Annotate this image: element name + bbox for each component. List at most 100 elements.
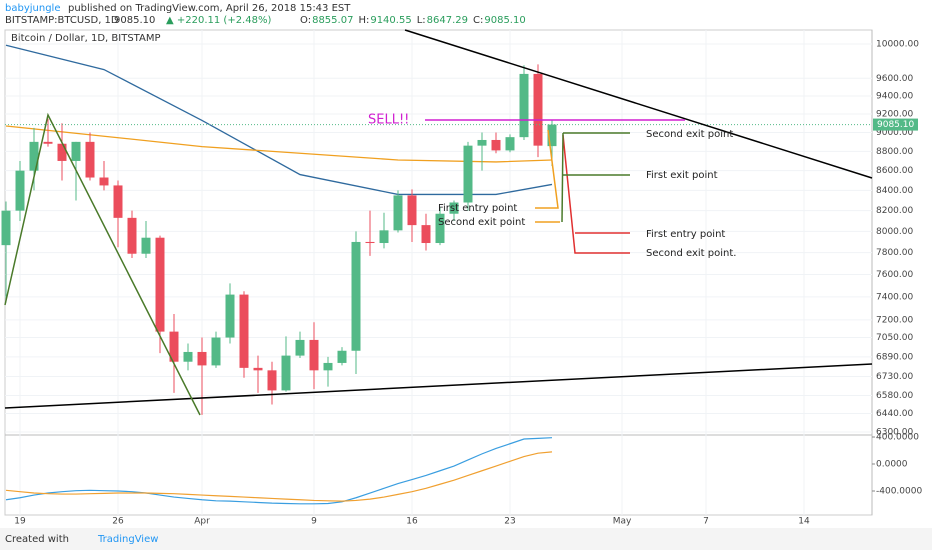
annotation: Second exit point [438, 217, 525, 228]
drawings [4, 29, 873, 416]
y-tick-label: 7050.00 [876, 333, 913, 343]
y-tick-label: 10000.00 [876, 40, 919, 50]
ohlc-value: 9140.55 [370, 15, 411, 26]
candle-body [183, 351, 193, 362]
annotation: Second exit point [646, 129, 733, 140]
candle-body [309, 339, 319, 371]
candle-body [127, 217, 137, 254]
ohlc-label: L: [417, 15, 426, 26]
moving-average [5, 44, 553, 196]
candle-body [197, 351, 207, 366]
ohlc-label: O: [300, 15, 311, 26]
candle-body [379, 230, 389, 244]
x-tick-label: 19 [14, 517, 26, 527]
last-price-label: 9085.10 [877, 120, 914, 130]
ohlc-value: 8855.07 [312, 15, 353, 26]
ohlc-value: 8647.29 [427, 15, 468, 26]
candle-body [113, 185, 123, 218]
y-tick-label: 8400.00 [876, 186, 913, 196]
trendline [404, 29, 873, 179]
y-tick-label: 7800.00 [876, 248, 913, 258]
candle-body [85, 141, 95, 178]
candle-body [225, 294, 235, 338]
y-tick-label: 7200.00 [876, 315, 913, 325]
annotation: First entry point [646, 229, 725, 240]
candle-body [407, 195, 417, 226]
candle-body [435, 213, 445, 244]
footer-brand[interactable]: TradingView [97, 534, 158, 545]
candle-body [141, 237, 151, 254]
candle-body [155, 237, 165, 332]
candle-body [421, 225, 431, 244]
footer-text: Created with [5, 534, 69, 545]
footer [0, 528, 932, 550]
y-tick-label: 8800.00 [876, 147, 913, 157]
candle-body [15, 170, 25, 211]
last-price-box [873, 118, 918, 131]
candle-body [547, 124, 557, 147]
change: ▲ +220.11 (+2.48%) [166, 15, 271, 26]
candle-body [43, 141, 53, 144]
y-tick-label: 8200.00 [876, 206, 913, 216]
candle-body [477, 139, 487, 146]
arrow [535, 129, 559, 209]
y-tick-label: 6890.00 [876, 352, 913, 362]
candle-body [491, 139, 501, 151]
candle-body [99, 177, 109, 186]
arrow [561, 132, 564, 223]
y-tick-label: 6730.00 [876, 372, 913, 382]
symbol: BITSTAMP:BTCUSD, 1D [5, 15, 119, 26]
chart-title: Bitcoin / Dollar, 1D, BITSTAMP [11, 33, 161, 44]
ohlc-label: H: [358, 15, 369, 26]
annotation: Second exit point. [646, 248, 736, 259]
y-tick-label: 7600.00 [876, 270, 913, 280]
candle-body [71, 141, 81, 161]
annotation: First exit point [646, 170, 718, 181]
candle-body [169, 331, 179, 362]
price: 9085.10 [114, 15, 155, 26]
macd-line [5, 437, 553, 505]
trendline [4, 363, 873, 409]
candle-body [323, 362, 333, 371]
candle-body [393, 195, 403, 231]
published: published on TradingView.com, April 26, … [68, 3, 351, 14]
y-tick-label: 9000.00 [876, 128, 913, 138]
author[interactable]: babyjungle [5, 3, 60, 14]
candle-body [351, 241, 361, 351]
candle-body [239, 294, 249, 368]
macd-tick-label: 400.0000 [876, 433, 919, 443]
macd-line [5, 451, 553, 502]
candle-body [281, 355, 291, 391]
ohlc-label: C: [473, 15, 483, 26]
candle-body [519, 73, 529, 138]
candle-body [337, 350, 347, 363]
zigzag [4, 112, 201, 416]
candle-body [267, 370, 277, 391]
x-tick-label: 7 [703, 517, 709, 527]
candle-body [449, 202, 459, 214]
moving-average [5, 125, 553, 163]
x-tick-label: May [613, 517, 632, 527]
candle-body [463, 145, 473, 203]
annotation: First entry point [438, 203, 517, 214]
grid [5, 30, 872, 515]
y-tick-label: 9400.00 [876, 91, 913, 101]
y-tick-label: 7400.00 [876, 292, 913, 302]
ohlc: O: 8855.07 H: 9140.55 L: 8647.29 C: 9085.10 [300, 15, 526, 26]
candle-body [253, 367, 263, 371]
x-tick-label: 14 [798, 517, 810, 527]
x-tick-label: Apr [194, 517, 210, 527]
y-tick-label: 6440.00 [876, 409, 913, 419]
candle-body [1, 210, 11, 246]
candle-body [211, 337, 221, 366]
candle-body [365, 241, 375, 244]
y-tick-label: 8000.00 [876, 227, 913, 237]
candle-body [505, 137, 515, 151]
y-tick-label: 6300.00 [876, 428, 913, 438]
y-tick-label: 9200.00 [876, 110, 913, 120]
x-tick-label: 9 [311, 517, 317, 527]
y-tick-label: 8600.00 [876, 166, 913, 176]
macd-tick-label: 0.0000 [876, 460, 908, 470]
